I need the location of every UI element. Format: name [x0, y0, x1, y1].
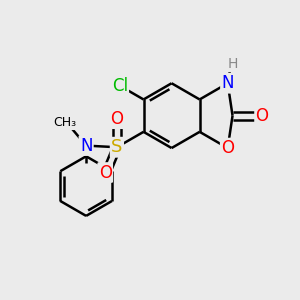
Text: H: H	[228, 57, 238, 71]
Text: N: N	[221, 74, 234, 92]
Text: N: N	[80, 136, 92, 154]
Text: CH₃: CH₃	[53, 116, 76, 129]
Text: Cl: Cl	[112, 77, 128, 95]
Text: O: O	[99, 164, 112, 181]
Text: O: O	[110, 110, 123, 128]
Text: O: O	[256, 106, 268, 124]
Text: O: O	[221, 139, 234, 157]
Text: S: S	[111, 138, 123, 156]
